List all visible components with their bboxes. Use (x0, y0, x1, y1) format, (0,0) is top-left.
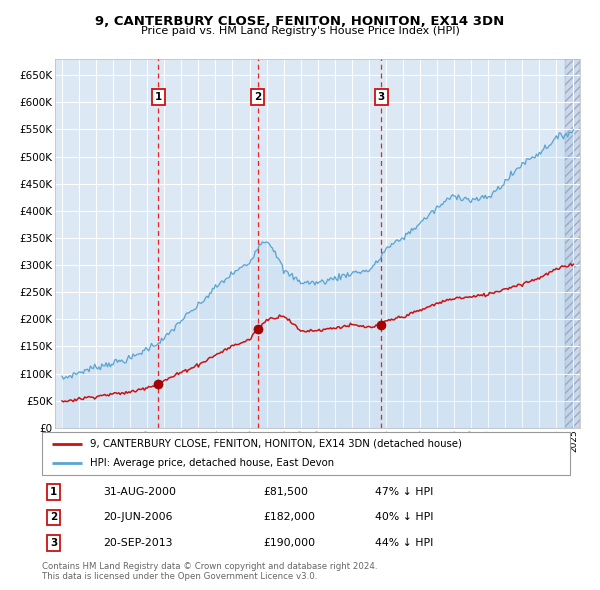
Text: £190,000: £190,000 (264, 537, 316, 548)
Text: 20-SEP-2013: 20-SEP-2013 (103, 537, 172, 548)
Text: 31-AUG-2000: 31-AUG-2000 (103, 487, 176, 497)
Text: 44% ↓ HPI: 44% ↓ HPI (374, 537, 433, 548)
Text: 2: 2 (254, 92, 261, 102)
Text: 47% ↓ HPI: 47% ↓ HPI (374, 487, 433, 497)
Text: £182,000: £182,000 (264, 513, 316, 522)
Text: 2: 2 (50, 513, 57, 522)
Text: 9, CANTERBURY CLOSE, FENITON, HONITON, EX14 3DN (detached house): 9, CANTERBURY CLOSE, FENITON, HONITON, E… (89, 439, 461, 449)
FancyBboxPatch shape (42, 432, 570, 475)
Text: Price paid vs. HM Land Registry's House Price Index (HPI): Price paid vs. HM Land Registry's House … (140, 26, 460, 36)
Text: 9, CANTERBURY CLOSE, FENITON, HONITON, EX14 3DN: 9, CANTERBURY CLOSE, FENITON, HONITON, E… (95, 15, 505, 28)
Text: Contains HM Land Registry data © Crown copyright and database right 2024.: Contains HM Land Registry data © Crown c… (42, 562, 377, 571)
Polygon shape (565, 59, 580, 428)
Text: This data is licensed under the Open Government Licence v3.0.: This data is licensed under the Open Gov… (42, 572, 317, 581)
Text: 3: 3 (50, 537, 57, 548)
Text: 3: 3 (377, 92, 385, 102)
Text: HPI: Average price, detached house, East Devon: HPI: Average price, detached house, East… (89, 458, 334, 468)
Text: 1: 1 (155, 92, 162, 102)
Text: 40% ↓ HPI: 40% ↓ HPI (374, 513, 433, 522)
Text: 1: 1 (50, 487, 57, 497)
Text: 20-JUN-2006: 20-JUN-2006 (103, 513, 172, 522)
Text: £81,500: £81,500 (264, 487, 309, 497)
